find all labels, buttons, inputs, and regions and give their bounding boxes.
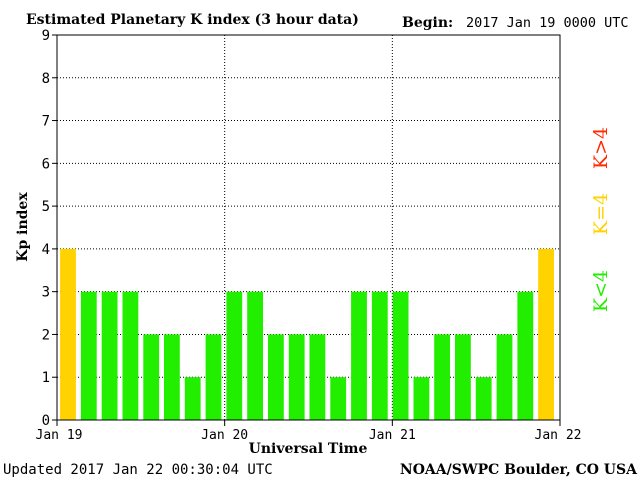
y-tick-label: 9 [42, 28, 50, 44]
legend-high: K>4 [590, 127, 612, 169]
kp-bar [288, 334, 305, 420]
legend-low: K<4 [590, 270, 612, 312]
kp-bar [268, 334, 284, 420]
grid-lines [57, 35, 560, 420]
y-tick-label: 7 [42, 114, 50, 130]
y-tick-label: 1 [42, 370, 50, 386]
y-axis-label: Kp index [15, 192, 31, 262]
y-tick-label: 5 [42, 199, 50, 215]
kp-bar [122, 291, 139, 420]
y-tick-label: 6 [42, 156, 50, 172]
kp-bar [143, 334, 160, 420]
data-source: NOAA/SWPC Boulder, CO USA [400, 462, 638, 478]
kp-bar [247, 291, 263, 420]
updated-timestamp: Updated 2017 Jan 22 00:30:04 UTC [3, 462, 273, 478]
kp-bar [205, 334, 222, 420]
kp-bar [351, 291, 367, 420]
bars [60, 248, 554, 420]
kp-bar [392, 291, 409, 420]
begin-label: Begin: [402, 15, 453, 31]
kp-bar [455, 334, 471, 420]
kp-bar [517, 291, 534, 420]
kp-bar [413, 377, 430, 420]
y-tick-label: 3 [42, 285, 50, 301]
plot-frame [56, 34, 561, 421]
x-tick-label: Jan 20 [201, 428, 248, 443]
kp-bar [496, 334, 513, 420]
x-tick-labels: Jan 19 Jan 20 Jan 21 Jan 22 [36, 420, 582, 443]
kp-bar [371, 291, 388, 420]
x-tick-label: Jan 22 [535, 428, 582, 443]
kp-bar [164, 334, 180, 420]
kp-bar [475, 377, 492, 420]
kp-bar [309, 334, 326, 420]
kp-bar [101, 291, 118, 420]
chart-title: Estimated Planetary K index (3 hour data… [26, 12, 359, 28]
y-tick-label: 8 [42, 71, 50, 87]
x-axis-label: Universal Time [249, 441, 368, 457]
kp-bar [80, 291, 97, 420]
kp-bar [330, 377, 347, 420]
kp-bar [226, 291, 243, 420]
y-tick-label: 4 [42, 242, 50, 258]
kp-bar [184, 377, 201, 420]
kp-bar [538, 248, 554, 420]
kp-bar [434, 334, 450, 420]
legend-equal: K=4 [590, 193, 612, 235]
y-tick-label: 0 [42, 413, 50, 429]
y-tick-labels: 0 1 2 3 4 5 6 7 8 9 [42, 28, 57, 429]
kp-bar [60, 248, 76, 420]
x-tick-label: Jan 21 [369, 428, 416, 443]
y-tick-label: 2 [42, 327, 50, 343]
x-tick-label: Jan 19 [36, 428, 83, 443]
begin-value: 2017 Jan 19 0000 UTC [466, 15, 629, 31]
